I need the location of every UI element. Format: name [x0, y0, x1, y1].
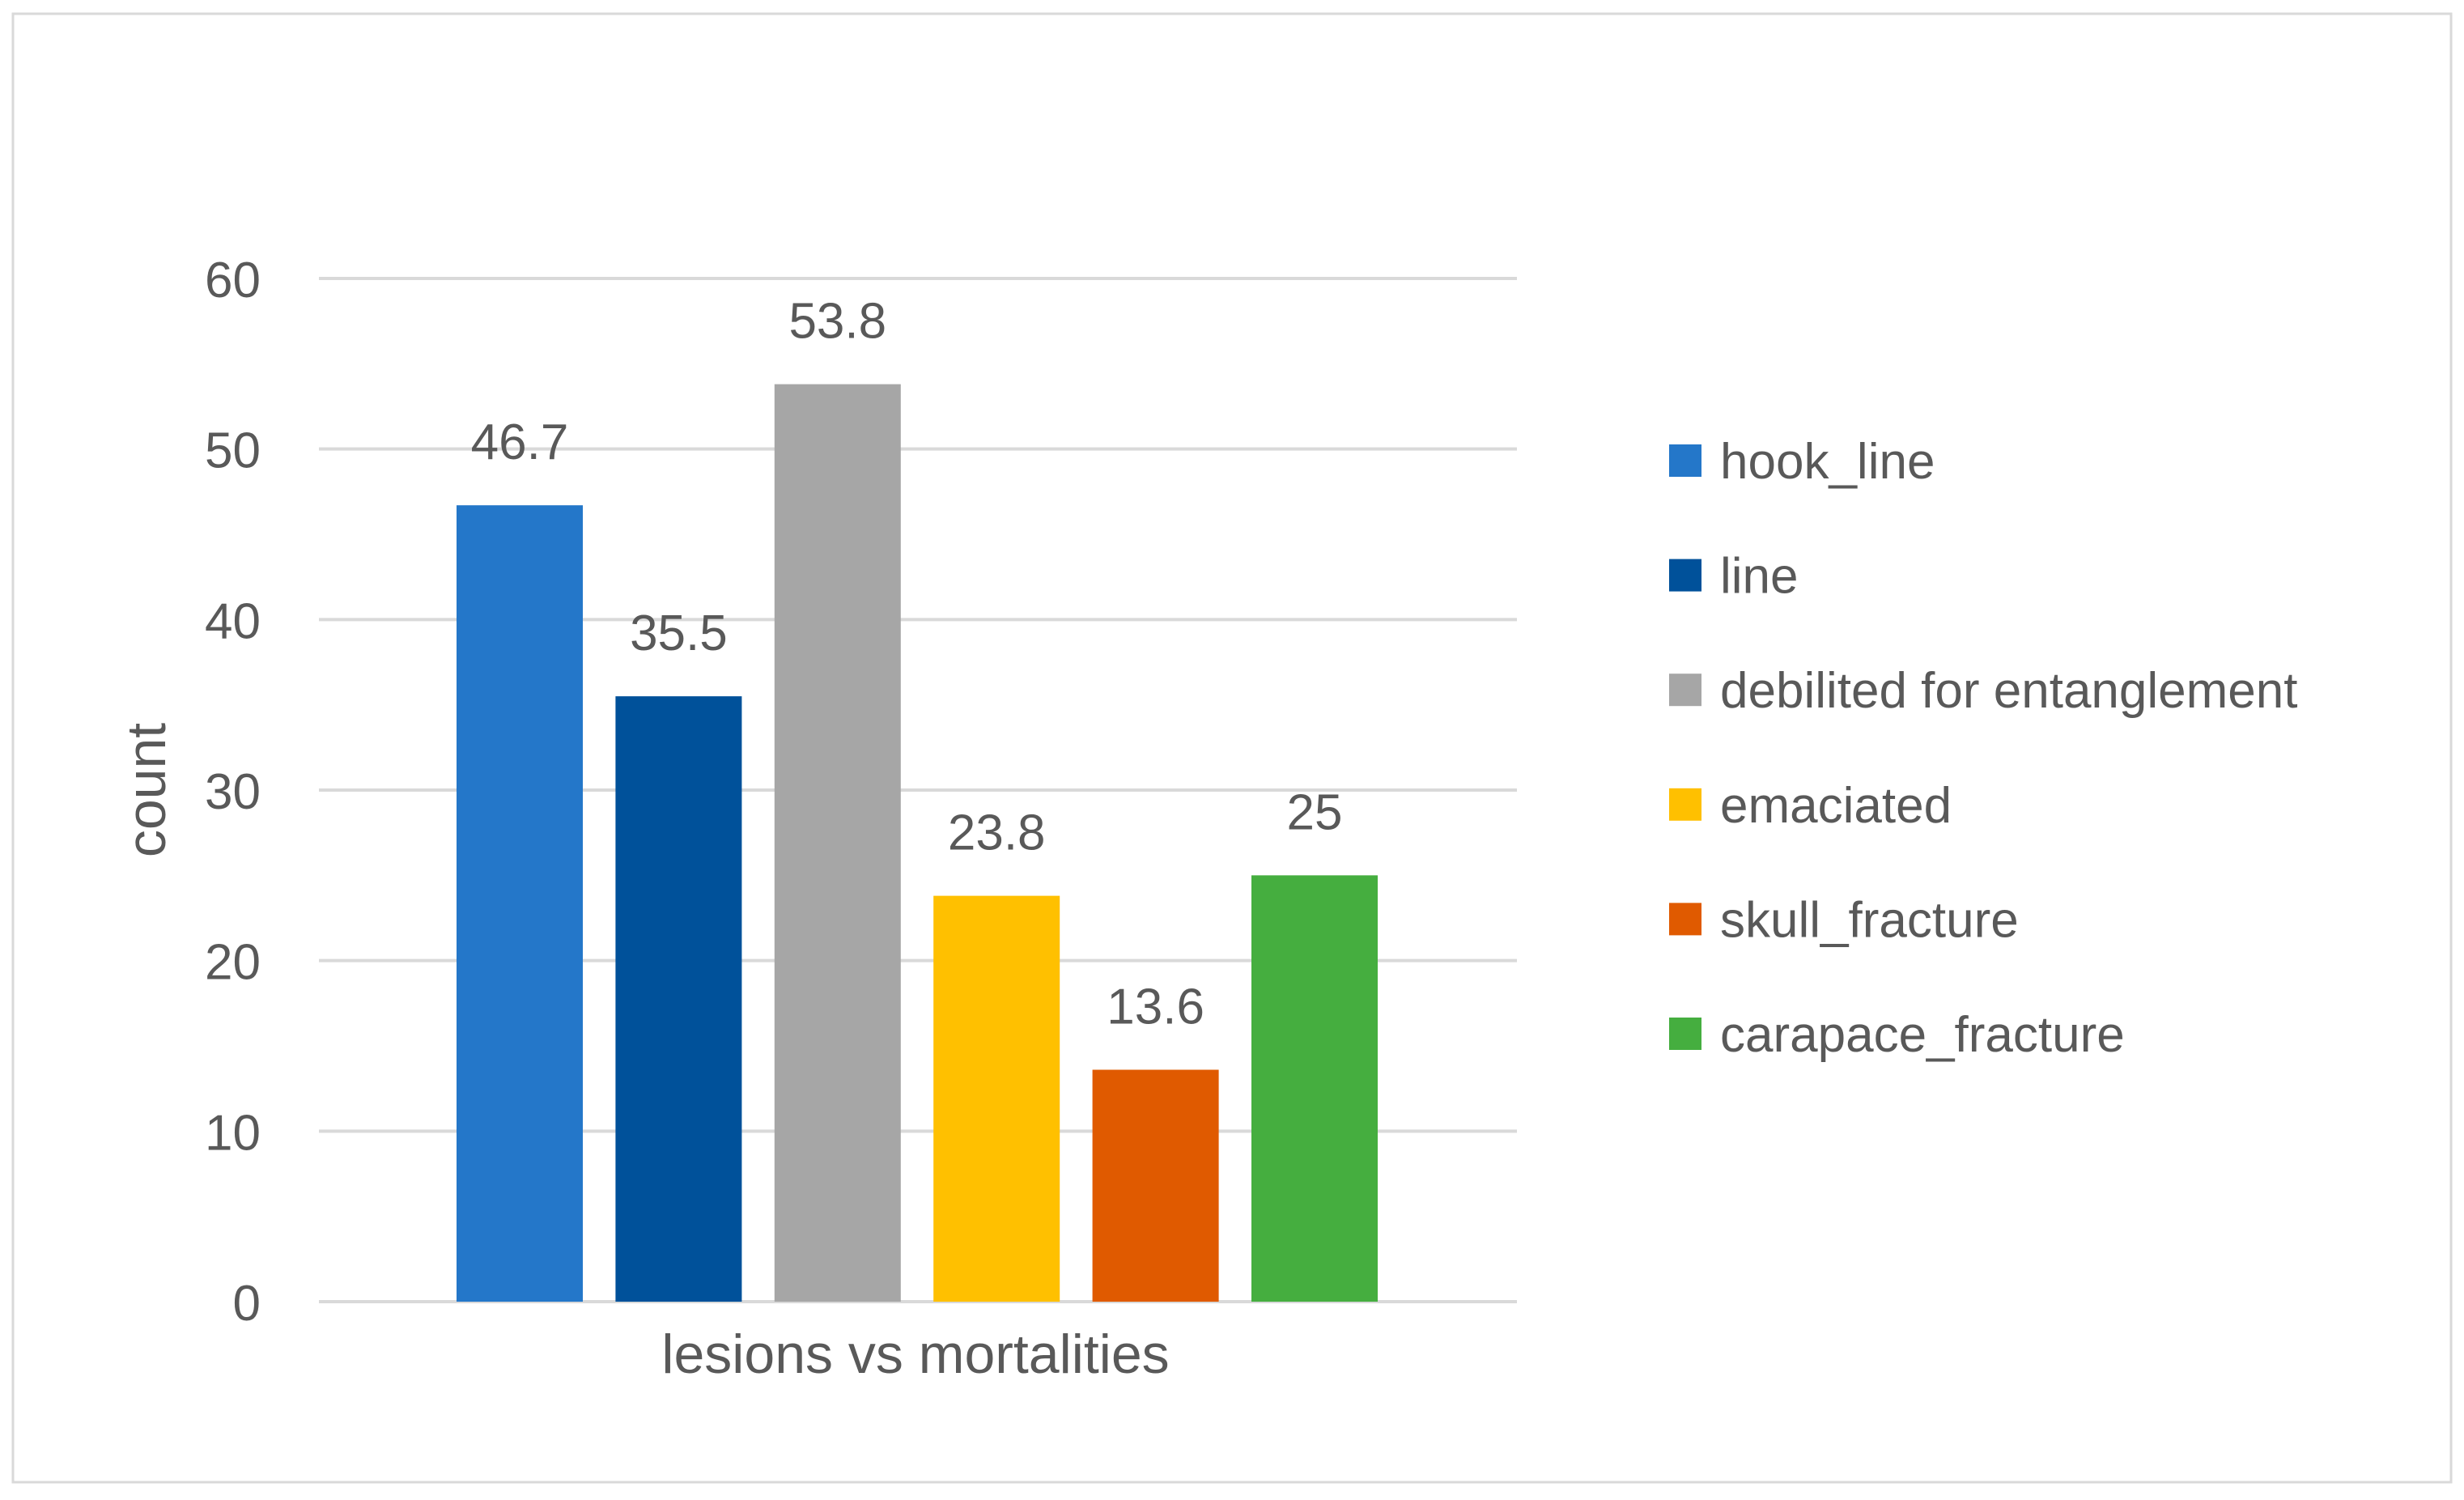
- bar-skull-fracture: [1092, 1069, 1219, 1302]
- legend-swatch: [1669, 788, 1701, 821]
- legend-label: line: [1720, 549, 1799, 605]
- bar-debilited-for-entanglement: [774, 384, 901, 1302]
- legend-label: debilited for entanglement: [1720, 663, 2297, 719]
- y-axis-label: count: [116, 723, 177, 857]
- data-label: 35.5: [630, 606, 728, 661]
- legend-label: hook_line: [1720, 434, 1935, 490]
- y-tick-label: 30: [205, 764, 261, 820]
- y-tick-label: 0: [233, 1276, 261, 1332]
- legend-swatch: [1669, 444, 1701, 477]
- bar-emaciated: [933, 895, 1060, 1302]
- y-tick-label: 40: [205, 593, 261, 649]
- legend-label: carapace_fracture: [1720, 1007, 2125, 1063]
- data-label: 25: [1287, 784, 1343, 840]
- legend-swatch: [1669, 674, 1701, 707]
- data-label: 46.7: [471, 414, 569, 470]
- data-label: 13.6: [1107, 979, 1204, 1035]
- y-tick-label: 10: [205, 1105, 261, 1161]
- data-label: 23.8: [948, 805, 1046, 861]
- x-axis-label: lesions vs mortalities: [661, 1324, 1169, 1385]
- legend-swatch: [1669, 559, 1701, 592]
- bar-carapace-fracture: [1251, 875, 1378, 1302]
- legend-swatch: [1669, 903, 1701, 936]
- bars: [457, 384, 1378, 1302]
- legend-label: skull_fracture: [1720, 892, 2019, 948]
- data-labels: 46.7 35.5 53.8 23.8 13.6 25: [471, 294, 1343, 1035]
- y-tick-label: 20: [205, 935, 261, 991]
- legend-swatch: [1669, 1018, 1701, 1050]
- y-tick-label: 60: [205, 253, 261, 308]
- bar-hook-line: [457, 505, 583, 1302]
- y-tick-label: 50: [205, 423, 261, 479]
- chart-border: [11, 12, 2453, 1484]
- data-label: 53.8: [788, 294, 886, 350]
- bar-line: [615, 696, 742, 1302]
- y-axis-ticks: 0 10 20 30 40 50 60: [205, 253, 261, 1332]
- legend-label: emaciated: [1720, 778, 1952, 834]
